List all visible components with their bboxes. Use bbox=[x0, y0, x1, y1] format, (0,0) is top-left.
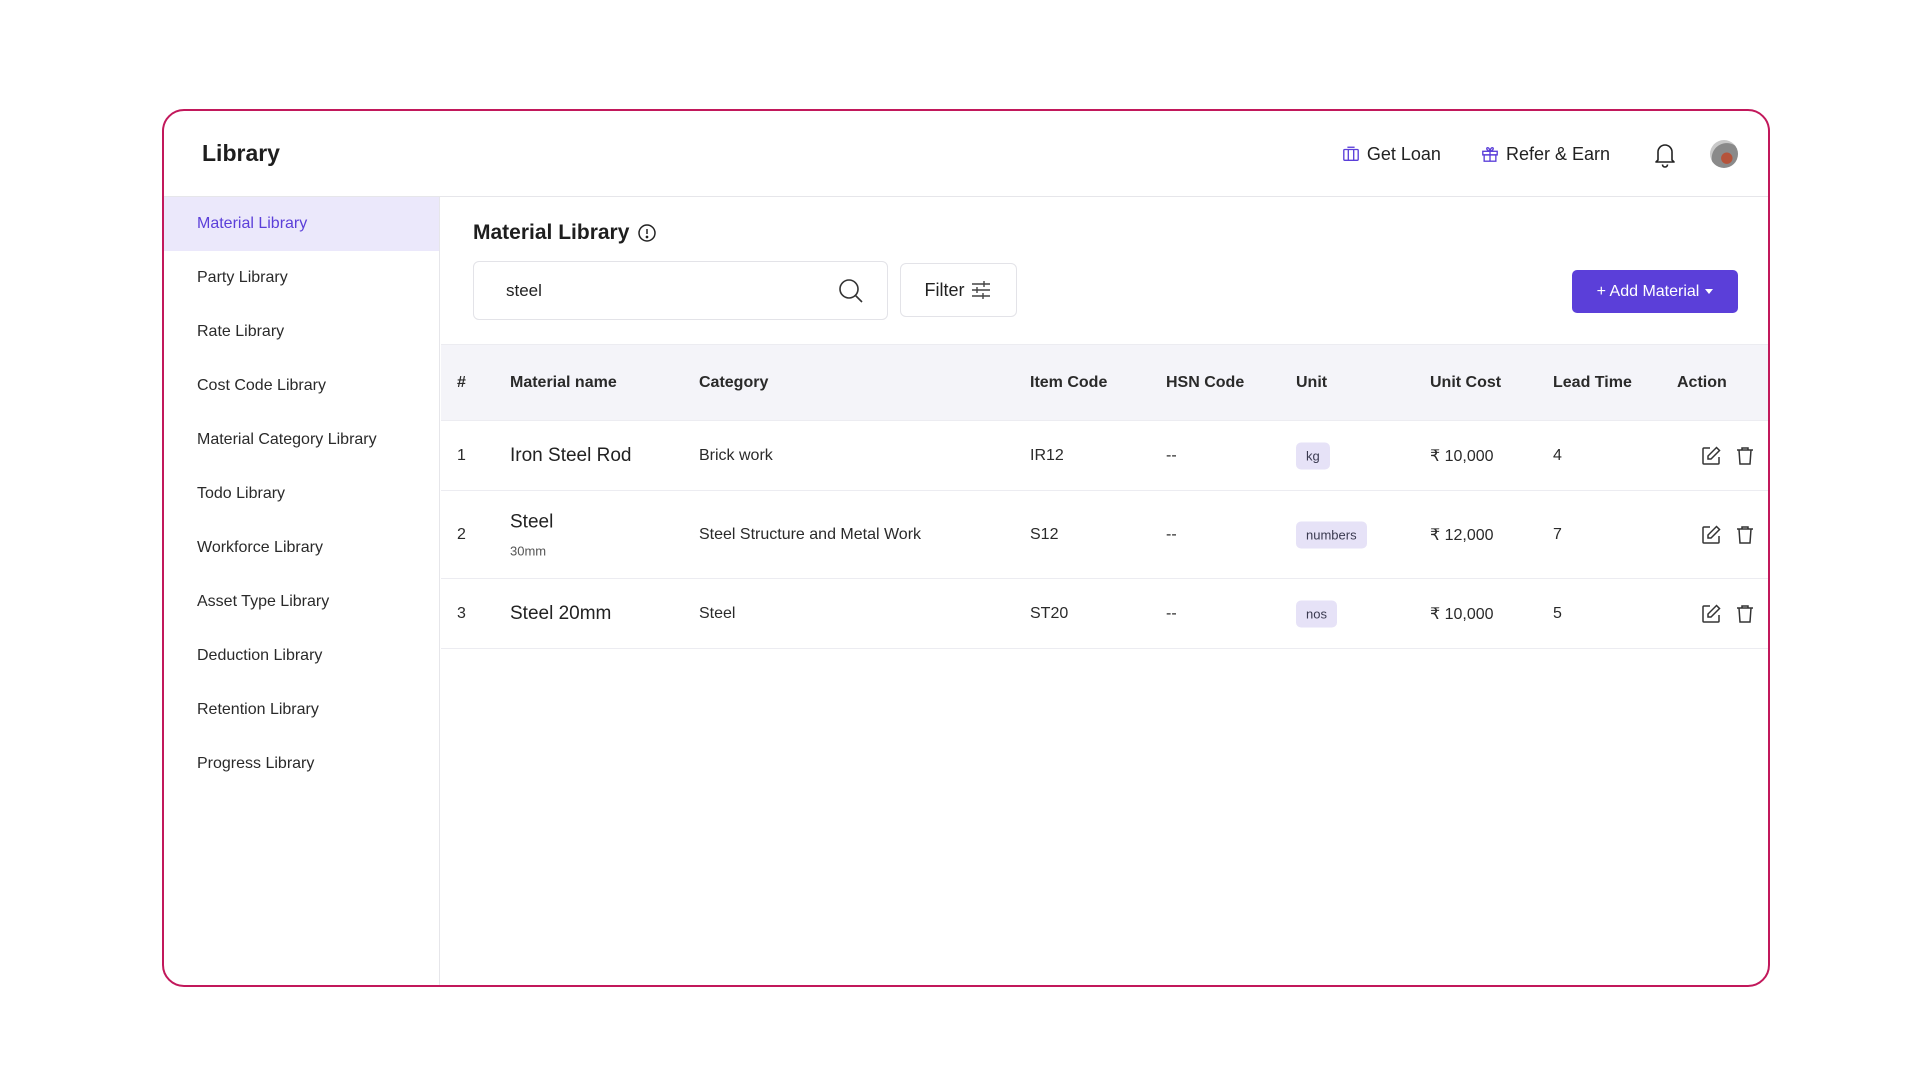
page-title-text: Material Library bbox=[473, 221, 630, 244]
item-code: IR12 bbox=[1030, 446, 1064, 464]
unit-cost: ₹ 10,000 bbox=[1430, 605, 1494, 623]
trash-icon[interactable] bbox=[1734, 524, 1756, 546]
material-subtitle: 30mm bbox=[510, 543, 547, 558]
lead-time: 4 bbox=[1553, 446, 1562, 464]
category: Steel Structure and Metal Work bbox=[699, 525, 922, 543]
row-num: 3 bbox=[457, 604, 466, 622]
table-header: # Material name Category Item Code HSN C… bbox=[441, 344, 1768, 421]
hsn-code: -- bbox=[1166, 604, 1177, 622]
edit-icon[interactable] bbox=[1700, 445, 1722, 467]
filter-label: Filter bbox=[924, 279, 965, 300]
bank-icon bbox=[1343, 146, 1359, 161]
row-actions bbox=[1700, 603, 1756, 625]
get-loan-link[interactable]: Get Loan bbox=[1342, 144, 1441, 165]
add-material-button[interactable]: + Add Material bbox=[1572, 270, 1738, 313]
materials-table: # Material name Category Item Code HSN C… bbox=[441, 344, 1768, 649]
get-loan-label: Get Loan bbox=[1366, 143, 1441, 164]
search-input[interactable] bbox=[506, 280, 837, 301]
refer-earn-label: Refer & Earn bbox=[1505, 143, 1610, 164]
app-window: Library Get Loan Refer & Earn Materi bbox=[162, 109, 1770, 987]
unit-cost: ₹ 12,000 bbox=[1430, 526, 1494, 544]
hsn-code: -- bbox=[1166, 446, 1177, 464]
sidebar-item-retention-library[interactable]: Retention Library bbox=[197, 701, 319, 718]
search-icon[interactable] bbox=[837, 277, 865, 305]
sidebar-item-asset-type-library[interactable]: Asset Type Library bbox=[197, 593, 330, 610]
caret-down-icon bbox=[1705, 289, 1714, 294]
sliders-icon bbox=[971, 281, 990, 299]
item-code: S12 bbox=[1030, 525, 1059, 543]
header-hsn-code: HSN Code bbox=[1166, 373, 1245, 391]
unit-cost: ₹ 10,000 bbox=[1430, 447, 1494, 465]
material-name: Steel bbox=[510, 511, 554, 532]
header-unit: Unit bbox=[1296, 373, 1328, 391]
info-icon[interactable] bbox=[637, 223, 657, 243]
bell-icon[interactable] bbox=[1650, 139, 1680, 169]
unit-badge-text: numbers bbox=[1296, 521, 1367, 548]
header-action: Action bbox=[1677, 373, 1727, 391]
header-item-code: Item Code bbox=[1030, 373, 1108, 391]
lead-time: 7 bbox=[1553, 525, 1562, 543]
sidebar-item-cost-code-library[interactable]: Cost Code Library bbox=[197, 377, 326, 394]
top-actions: Get Loan Refer & Earn bbox=[1342, 111, 1738, 197]
row-num: 1 bbox=[457, 446, 466, 464]
edit-icon[interactable] bbox=[1700, 524, 1722, 546]
trash-icon[interactable] bbox=[1734, 603, 1756, 625]
add-material-label: + Add Material bbox=[1596, 282, 1700, 300]
header-lead-time: Lead Time bbox=[1553, 373, 1632, 391]
header-category: Category bbox=[699, 373, 769, 391]
sidebar-item-rate-library[interactable]: Rate Library bbox=[197, 323, 285, 340]
filter-button[interactable]: Filter bbox=[900, 263, 1017, 317]
unit-badge-text: nos bbox=[1296, 600, 1337, 627]
gift-icon bbox=[1482, 147, 1498, 162]
sidebar-item-material-category-library[interactable]: Material Category Library bbox=[197, 431, 377, 448]
table-row: 1 Iron Steel Rod Brick work IR12 -- kg ₹… bbox=[441, 421, 1768, 491]
edit-icon[interactable] bbox=[1700, 603, 1722, 625]
top-bar: Library Get Loan Refer & Earn bbox=[164, 111, 1768, 197]
app-title: Library bbox=[202, 140, 280, 166]
material-name: Steel 20mm bbox=[510, 602, 612, 624]
user-avatar[interactable] bbox=[1710, 140, 1738, 168]
table-row: 2 Steel 30mm Steel Structure and Metal W… bbox=[441, 491, 1768, 579]
table-row: 3 Steel 20mm Steel ST20 -- nos ₹ 10,000 … bbox=[441, 579, 1768, 649]
unit-badge: numbers bbox=[1296, 521, 1367, 548]
sidebar-item-material-library[interactable]: Material Library bbox=[164, 197, 439, 251]
category: Brick work bbox=[699, 446, 773, 464]
refer-earn-link[interactable]: Refer & Earn bbox=[1481, 144, 1610, 165]
sidebar-item-todo-library[interactable]: Todo Library bbox=[197, 485, 286, 502]
row-actions bbox=[1700, 524, 1756, 546]
row-actions bbox=[1700, 445, 1756, 467]
sidebar-item-deduction-library[interactable]: Deduction Library bbox=[197, 647, 323, 664]
unit-badge: nos bbox=[1296, 600, 1337, 627]
header-material-name: Material name bbox=[510, 373, 617, 391]
main-content: Material Library Filter + Add Material bbox=[441, 197, 1768, 985]
header-unit-cost: Unit Cost bbox=[1430, 373, 1502, 391]
hsn-code: -- bbox=[1166, 525, 1177, 543]
sidebar-item-workforce-library[interactable]: Workforce Library bbox=[197, 539, 323, 556]
trash-icon[interactable] bbox=[1734, 445, 1756, 467]
header-num: # bbox=[457, 373, 466, 391]
unit-badge: kg bbox=[1296, 442, 1330, 469]
category: Steel bbox=[699, 604, 736, 622]
search-box bbox=[473, 261, 888, 320]
lead-time: 5 bbox=[1553, 604, 1562, 622]
sidebar: Material Library Party Library Rate Libr… bbox=[164, 197, 440, 985]
page-title: Material Library bbox=[473, 221, 657, 245]
item-code: ST20 bbox=[1030, 604, 1069, 622]
unit-badge-text: kg bbox=[1296, 442, 1330, 469]
material-name-block: Steel 30mm bbox=[510, 511, 553, 558]
row-num: 2 bbox=[457, 525, 466, 543]
material-name: Iron Steel Rod bbox=[510, 444, 632, 466]
sidebar-item-party-library[interactable]: Party Library bbox=[197, 269, 288, 286]
sidebar-item-progress-library[interactable]: Progress Library bbox=[197, 755, 315, 772]
